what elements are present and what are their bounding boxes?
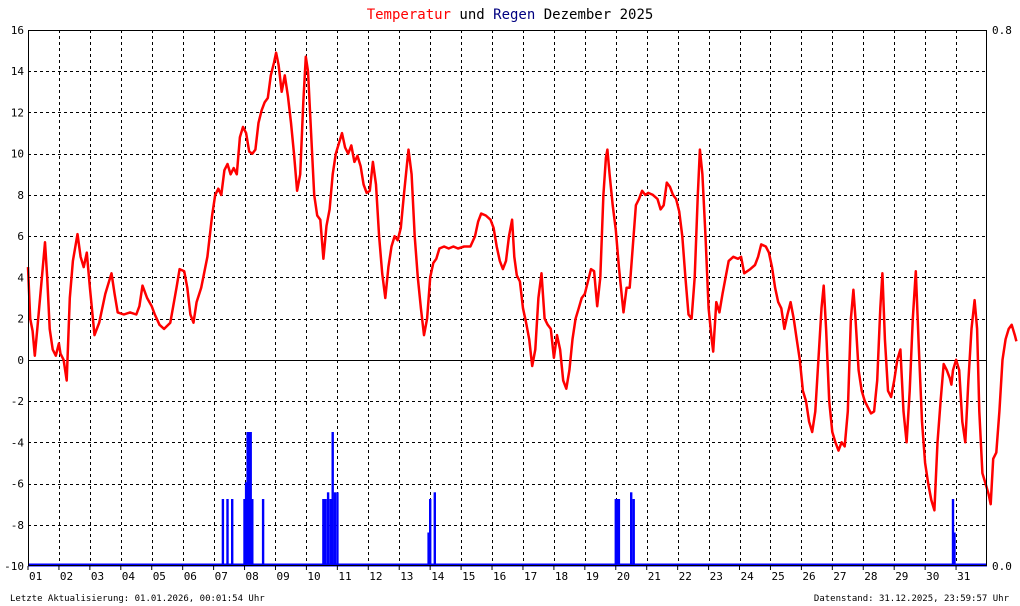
rain-bar — [226, 499, 229, 566]
x-tick-label: 31 — [957, 570, 970, 583]
rain-bar — [221, 499, 225, 566]
y-right-tick-label: 0.8 — [992, 24, 1012, 37]
x-tick-label: 12 — [369, 570, 382, 583]
y-left-tick-label: 8 — [17, 189, 24, 202]
x-tick-label: 05 — [153, 570, 166, 583]
y-right-tick-label: 0.0 — [992, 560, 1012, 573]
y-left-tick-label: 12 — [11, 107, 24, 120]
y-left-tick-label: -4 — [11, 436, 25, 449]
x-tick-label: 10 — [307, 570, 320, 583]
x-tick-label: 16 — [493, 570, 506, 583]
x-tick-label: 02 — [60, 570, 73, 583]
y-left-tick-label: 0 — [17, 354, 24, 367]
footer-data-status: Datenstand: 31.12.2025, 23:59:57 Uhr — [814, 594, 1010, 604]
title-month: Dezember 2025 — [535, 7, 653, 23]
rain-bar — [231, 499, 234, 566]
rain-bar — [333, 492, 337, 566]
x-tick-label: 22 — [679, 570, 692, 583]
rain-bar — [336, 492, 339, 566]
x-tick-label: 21 — [648, 570, 661, 583]
title-temperatur: Temperatur — [367, 7, 451, 23]
x-tick-label: 18 — [555, 570, 568, 583]
x-tick-label: 13 — [400, 570, 413, 583]
x-tick-label: 27 — [833, 570, 846, 583]
rain-bar — [329, 499, 332, 566]
x-tick-label: 06 — [184, 570, 197, 583]
x-tick-label: 03 — [91, 570, 104, 583]
y-left-tick-label: 6 — [17, 230, 24, 243]
tick-labels: 01 02 03 04 05 06 07 08 09 10 11 12 13 14 15 16 17 18 19 20… — [4, 24, 1012, 583]
x-tick-label: 14 — [431, 570, 445, 583]
x-tick-label: 29 — [895, 570, 908, 583]
x-tick-label: 28 — [864, 570, 877, 583]
rain-bar — [429, 499, 432, 566]
x-tick-label: 24 — [741, 570, 755, 583]
chart-title: Temperatur und Regen Dezember 2025 — [367, 7, 654, 23]
axes — [28, 30, 987, 566]
x-tick-label: 08 — [246, 570, 259, 583]
x-tick-label: 17 — [524, 570, 537, 583]
rain-bar — [261, 499, 265, 566]
rain-bar — [617, 499, 621, 566]
x-tick-label: 19 — [586, 570, 599, 583]
rain-bar — [251, 499, 254, 566]
x-tick-label: 15 — [462, 570, 475, 583]
x-tick-label: 04 — [122, 570, 136, 583]
x-tick-label: 11 — [338, 570, 351, 583]
x-tick-label: 30 — [926, 570, 939, 583]
rain-bar — [243, 499, 246, 566]
rain-bar — [433, 492, 436, 566]
y-left-tick-label: -6 — [11, 478, 24, 491]
rain-bar — [953, 532, 956, 566]
rain-bar — [249, 432, 252, 566]
y-left-tick-label: -8 — [11, 519, 24, 532]
y-left-tick-label: 16 — [11, 24, 24, 37]
title-und: und — [451, 7, 493, 23]
rain-bar — [248, 432, 251, 566]
temperature-line — [26, 51, 1018, 512]
rain-bar — [326, 492, 330, 566]
rain-bar — [331, 432, 334, 566]
rain-bar — [951, 499, 955, 566]
x-tick-label: 23 — [710, 570, 723, 583]
x-tick-label: 09 — [277, 570, 290, 583]
y-left-tick-label: 14 — [11, 65, 25, 78]
y-left-tick-label: 4 — [17, 271, 24, 284]
y-left-tick-label: 10 — [11, 148, 24, 161]
x-tick-label: 07 — [215, 570, 228, 583]
y-left-tick-label: 2 — [17, 313, 24, 326]
rain-bar — [632, 499, 635, 566]
rain-bar — [616, 499, 619, 566]
rain-bar — [322, 499, 325, 566]
title-regen: Regen — [493, 7, 535, 23]
x-tick-label: 25 — [772, 570, 785, 583]
plot-frame — [28, 30, 987, 566]
rain-bar — [244, 482, 248, 567]
rain-bar — [324, 499, 327, 566]
rain-bar — [614, 499, 617, 566]
grid-lines — [28, 30, 987, 566]
rain-bar — [427, 532, 430, 566]
y-left-tick-label: -10 — [4, 560, 24, 573]
rain-bar — [630, 492, 633, 566]
x-tick-label: 20 — [617, 570, 630, 583]
footer-last-update: Letzte Aktualisierung: 01.01.2026, 00:01… — [10, 594, 265, 604]
rain-bar — [246, 432, 249, 566]
x-tick-label: 26 — [802, 570, 815, 583]
x-tick-label: 01 — [29, 570, 42, 583]
y-left-tick-label: -2 — [11, 395, 24, 408]
